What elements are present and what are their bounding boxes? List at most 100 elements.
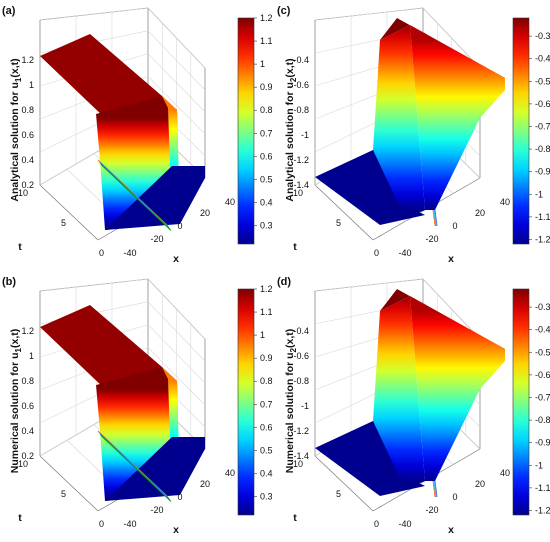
z-tick-label: 1.2 — [21, 326, 34, 336]
x-tick-label: -20 — [150, 505, 163, 515]
z-tick-label: -1.4 — [293, 451, 309, 461]
x-tick-label: 0 — [452, 221, 457, 231]
surface-wall — [373, 25, 425, 218]
colorbar-tick-label: -0.7 — [535, 392, 550, 402]
contour-line — [433, 480, 437, 498]
colorbar — [512, 288, 530, 516]
colorbar-tick-label: 0.3 — [260, 221, 273, 231]
z-tick-label: 0.6 — [21, 401, 34, 411]
colorbar-tick-label: 1.2 — [260, 13, 273, 23]
colorbar-tick-label: -1.2 — [535, 505, 550, 515]
box-edge — [39, 184, 99, 241]
contour-lines — [97, 430, 172, 502]
x-tick-label: 40 — [500, 468, 510, 478]
colorbar-tick-label: 0.4 — [260, 468, 273, 478]
x-tick-label: 0 — [177, 492, 182, 502]
t-tick-label: 5 — [336, 218, 341, 228]
surface-floor — [105, 166, 205, 230]
surface-floor-front — [315, 448, 425, 496]
z-axis-label-main: Numerical solution for u — [284, 352, 296, 473]
z-axis-label-main: Analytical solution for u — [9, 82, 21, 202]
colorbar-tick-label: 0.3 — [260, 492, 273, 502]
z-axis-label: Numerical solution for u1(x,t) — [9, 329, 23, 473]
colorbar-tick-label: 0.5 — [260, 174, 273, 184]
x-tick-label: 20 — [475, 479, 485, 489]
colorbar-tick-label: 0.4 — [260, 197, 273, 207]
z-tick-label: 1 — [29, 80, 34, 90]
x-tick-label: -40 — [123, 248, 136, 258]
x-tick-label: 40 — [500, 197, 510, 207]
t-axis-label: t — [18, 241, 22, 253]
z-tick-label: -1 — [301, 401, 309, 411]
grid-line — [314, 278, 424, 292]
chart-panel: 0.2 0.4 0.6 0.8 1 1.2 0 5 10 -40 -20 0 20 40 x t Analyti… — [2, 5, 273, 265]
colorbar-tick-label: -0.5 — [535, 76, 550, 86]
z-axis-label: Numerical solution for u2(x,t) — [284, 329, 298, 473]
z-tick-label: 0.8 — [21, 105, 34, 115]
panel-label: (a) — [2, 5, 16, 17]
chart-panel: -1.4 -1.2 -1 -0.8 -0.6 -0.4 0 5 10 -40 -20 0 20 40 x t A… — [277, 5, 550, 265]
z-tick-label: 1.2 — [21, 55, 34, 65]
t-axis-label: t — [18, 512, 22, 524]
t-tick-label: 0 — [374, 519, 379, 529]
surface-plateau — [40, 305, 162, 389]
t-axis-label: t — [293, 241, 297, 253]
colorbar — [237, 17, 255, 245]
contour-line — [432, 480, 436, 498]
colorbar-tick-label: -0.9 — [535, 438, 550, 448]
z-axis-label-tail: (x,t) — [284, 58, 296, 77]
grid-line — [39, 7, 149, 21]
z-tick-label: -1.2 — [293, 426, 309, 436]
z-tick-label: -0.8 — [293, 376, 309, 386]
z-axis-label-sub: 1 — [14, 347, 23, 352]
t-tick-label: 0 — [99, 519, 104, 529]
colorbar-tick-label: 0.7 — [260, 128, 273, 138]
z-tick-label: 0.2 — [21, 180, 34, 190]
z-axis-label-tail: (x,t) — [9, 329, 21, 348]
colorbar-tick-label: -0.8 — [535, 144, 550, 154]
colorbar — [237, 288, 255, 516]
contour-line — [432, 209, 436, 227]
x-tick-label: 20 — [200, 208, 210, 218]
z-axis-label-sub: 2 — [289, 77, 298, 82]
surface-floor — [105, 437, 205, 501]
colorbar-tick-label: 0.5 — [260, 445, 273, 455]
x-tick-label: -20 — [150, 234, 163, 244]
contour-line — [100, 164, 172, 231]
x-axis-label: x — [448, 524, 454, 536]
colorbar-tick-label: -1.2 — [535, 234, 550, 244]
colorbar-tick-label: -1.1 — [535, 212, 550, 222]
panel-label: (c) — [277, 5, 291, 17]
t-tick-label: 5 — [336, 489, 341, 499]
contour-lines — [432, 209, 438, 227]
z-tick-label: 0.6 — [21, 130, 34, 140]
x-tick-label: 0 — [177, 221, 182, 231]
colorbar-tick-label: -0.7 — [535, 121, 550, 131]
x-tick-label: 40 — [225, 197, 235, 207]
surface-wall — [373, 296, 425, 489]
z-tick-label: 0.4 — [21, 426, 34, 436]
surface-floor-front — [315, 177, 425, 225]
t-tick-label: 10 — [293, 459, 303, 469]
colorbar-tick-label: -0.8 — [535, 415, 550, 425]
colorbar-tick-label: -0.3 — [535, 302, 550, 312]
contour-line — [433, 209, 437, 227]
surface-plateau — [40, 34, 162, 118]
contour-lines — [97, 159, 172, 231]
t-tick-label: 10 — [18, 188, 28, 198]
x-tick-label: 20 — [475, 208, 485, 218]
contour-line — [100, 435, 172, 502]
z-axis-label-sub: 2 — [289, 347, 298, 352]
colorbar-tick-label: 0.8 — [260, 105, 273, 115]
z-axis-label-main: Analytical solution for u — [284, 82, 296, 202]
colorbar-tick-label: -0.3 — [535, 31, 550, 41]
colorbar-tick-label: 1.1 — [260, 36, 273, 46]
z-tick-label: 0.4 — [21, 155, 34, 165]
colorbar-tick-label: -1 — [535, 460, 543, 470]
x-axis-label: x — [173, 253, 179, 265]
x-tick-label: -20 — [425, 505, 438, 515]
box-edge — [314, 455, 374, 512]
z-tick-label: 0.8 — [21, 376, 34, 386]
chart-panel: 0.2 0.4 0.6 0.8 1 1.2 0 5 10 -40 -20 0 20 40 x t Numeric… — [2, 276, 273, 536]
